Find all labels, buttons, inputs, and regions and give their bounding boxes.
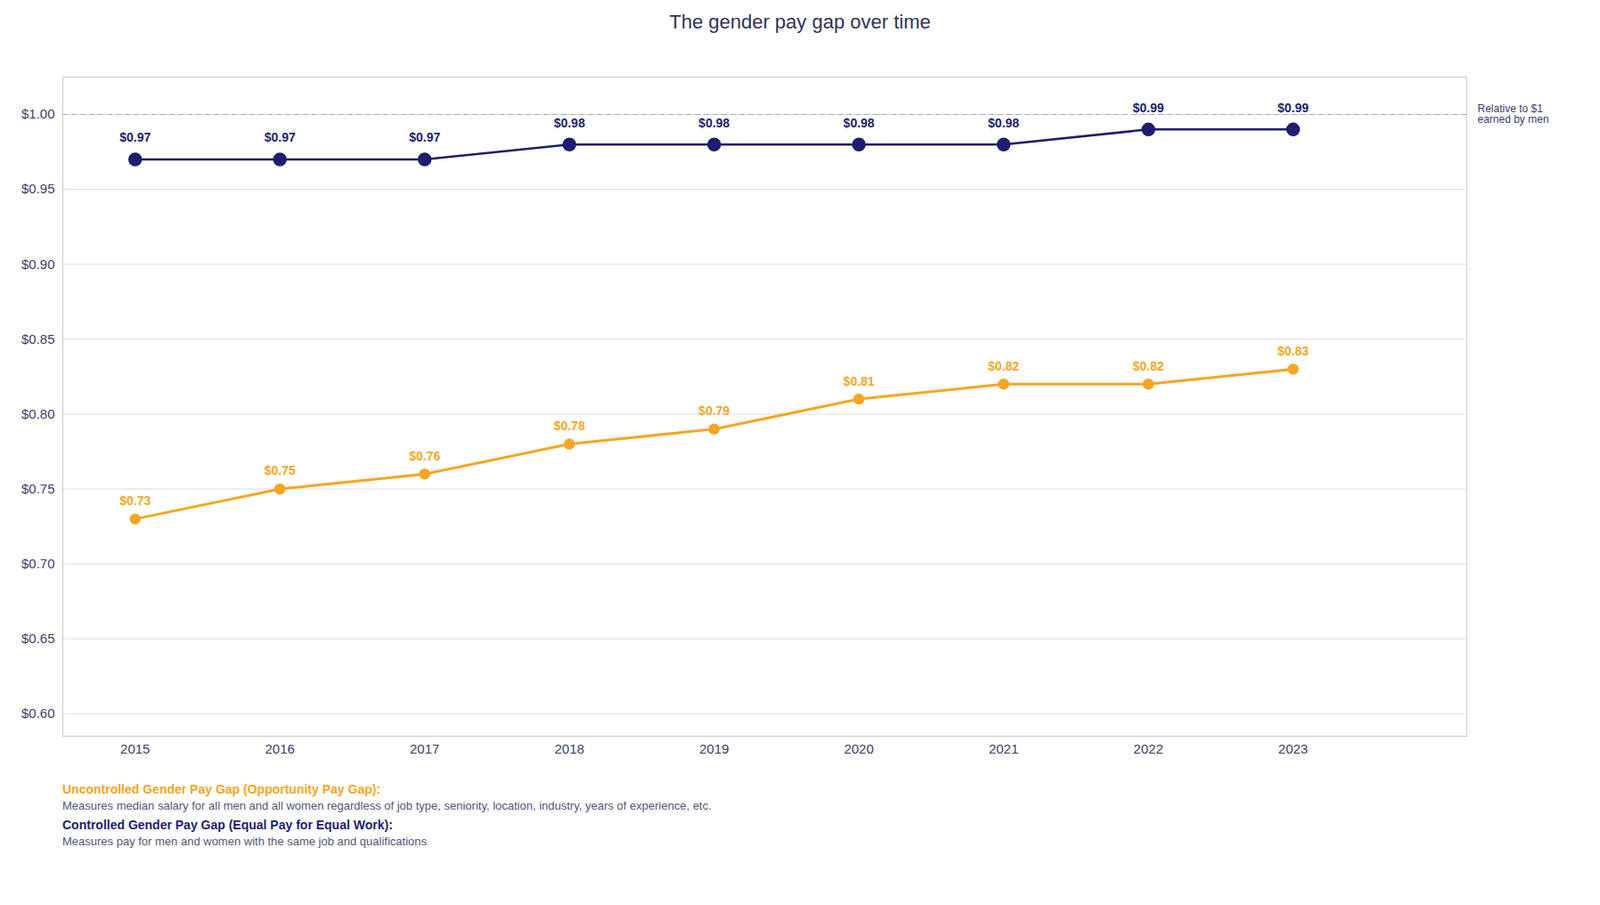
svg-text:2015: 2015	[120, 741, 150, 757]
svg-text:2023: 2023	[1278, 741, 1308, 757]
svg-text:$0.78: $0.78	[554, 418, 586, 433]
svg-text:$0.97: $0.97	[408, 130, 441, 145]
svg-text:$1.00: $1.00	[21, 106, 56, 122]
html-text:Measures pay for men and women: Measures pay for men and women with the …	[62, 834, 427, 849]
svg-text:$0.90: $0.90	[21, 256, 56, 272]
html-text:Measures median salary for all: Measures median salary for all men and a…	[62, 799, 712, 813]
svg-text:$0.75: $0.75	[21, 481, 56, 497]
svg-text:$0.99: $0.99	[1133, 100, 1165, 115]
svg-text:$0.85: $0.85	[21, 331, 56, 347]
svg-text:$0.82: $0.82	[1133, 359, 1165, 374]
svg-text:$0.65: $0.65	[21, 630, 56, 646]
svg-text:$0.82: $0.82	[987, 359, 1020, 374]
svg-text:$0.98: $0.98	[554, 115, 586, 131]
svg-text:$0.73: $0.73	[119, 493, 151, 508]
svg-text:$0.70: $0.70	[21, 555, 56, 572]
svg-text:2022: 2022	[1133, 741, 1163, 757]
svg-text:$0.97: $0.97	[264, 130, 296, 145]
html-text:Uncontrolled Gender Pay Gap (O: Uncontrolled Gender Pay Gap (Opportunity…	[62, 782, 381, 797]
svg-text:2019: 2019	[699, 741, 729, 757]
svg-text:$0.98: $0.98	[987, 115, 1020, 131]
svg-text:$0.79: $0.79	[698, 403, 730, 418]
svg-text:$0.98: $0.98	[698, 115, 730, 131]
svg-text:2017: 2017	[409, 741, 440, 757]
html-text:The gender pay gap over time: The gender pay gap over time	[669, 10, 931, 33]
svg-text:Relative to $1earned by men: Relative to $1earned by men	[1477, 102, 1550, 126]
svg-text:$0.98: $0.98	[843, 115, 875, 131]
html-text:Controlled Gender Pay Gap (Equ: Controlled Gender Pay Gap (Equal Pay for…	[62, 817, 393, 833]
svg-text:$0.76: $0.76	[408, 448, 441, 464]
svg-text:$0.80: $0.80	[21, 406, 56, 422]
svg-text:2018: 2018	[554, 741, 584, 757]
svg-text:2021: 2021	[988, 741, 1019, 757]
svg-text:$0.99: $0.99	[1277, 100, 1309, 115]
svg-text:$0.83: $0.83	[1277, 343, 1309, 359]
svg-text:$0.60: $0.60	[21, 705, 56, 721]
svg-text:$0.75: $0.75	[264, 463, 296, 478]
svg-text:$0.81: $0.81	[843, 374, 875, 389]
svg-text:2016: 2016	[265, 741, 295, 757]
svg-text:$0.95: $0.95	[21, 180, 56, 196]
svg-text:$0.97: $0.97	[119, 130, 151, 145]
svg-text:2020: 2020	[843, 741, 874, 757]
